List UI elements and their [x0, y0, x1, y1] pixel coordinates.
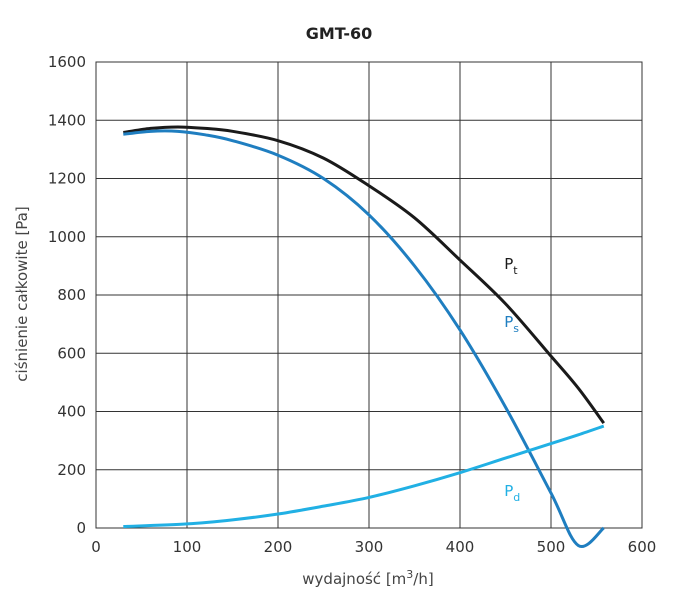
y-tick-label: 1400	[48, 111, 86, 129]
series-label-name: P	[504, 313, 513, 331]
chart-title: GMT-60	[306, 24, 373, 43]
y-tick-label: 0	[76, 519, 86, 537]
series-label-name: P	[504, 255, 513, 273]
y-tick-label: 200	[57, 461, 86, 479]
y-tick-label: 400	[57, 403, 86, 421]
y-tick-label: 600	[57, 344, 86, 362]
y-tick-label: 1000	[48, 228, 86, 246]
series-label-ps: Ps	[504, 313, 519, 335]
x-tick-label: 100	[173, 538, 202, 556]
y-tick-label: 800	[57, 286, 86, 304]
x-tick-label: 0	[91, 538, 101, 556]
y-axis-label: ciśnienie całkowite [Pa]	[13, 206, 31, 381]
x-tick-label: 600	[628, 538, 657, 556]
x-axis-label-tail: /h]	[413, 570, 433, 588]
series-label-pd: Pd	[504, 482, 520, 504]
y-tick-label: 1200	[48, 170, 86, 188]
x-axis-label: wydajność [m3/h]	[302, 568, 433, 588]
series-label-sub: d	[513, 491, 520, 504]
series-label-sub: s	[513, 322, 519, 335]
x-tick-label: 300	[355, 538, 384, 556]
grid	[95, 61, 643, 529]
y-tick-label: 1600	[48, 53, 86, 71]
plot-frame	[95, 61, 643, 529]
x-axis-ticks: 0 100 200 300 400 500 600	[91, 538, 656, 556]
series-label-sub: t	[513, 264, 518, 277]
series-line-pt	[123, 125, 605, 425]
x-tick-label: 500	[537, 538, 566, 556]
series-label-name: P	[504, 482, 513, 500]
series-label-pt: Pt	[504, 255, 518, 277]
x-axis-label-sup: 3	[406, 568, 413, 581]
x-tick-label: 400	[446, 538, 475, 556]
x-axis-label-main: wydajność [m	[302, 570, 406, 588]
x-tick-label: 200	[264, 538, 293, 556]
series-line-pd	[123, 424, 605, 529]
series-line-ps	[123, 129, 605, 548]
y-axis-ticks: 0 200 400 600 800 1000 1200 1400 1600	[48, 53, 86, 537]
